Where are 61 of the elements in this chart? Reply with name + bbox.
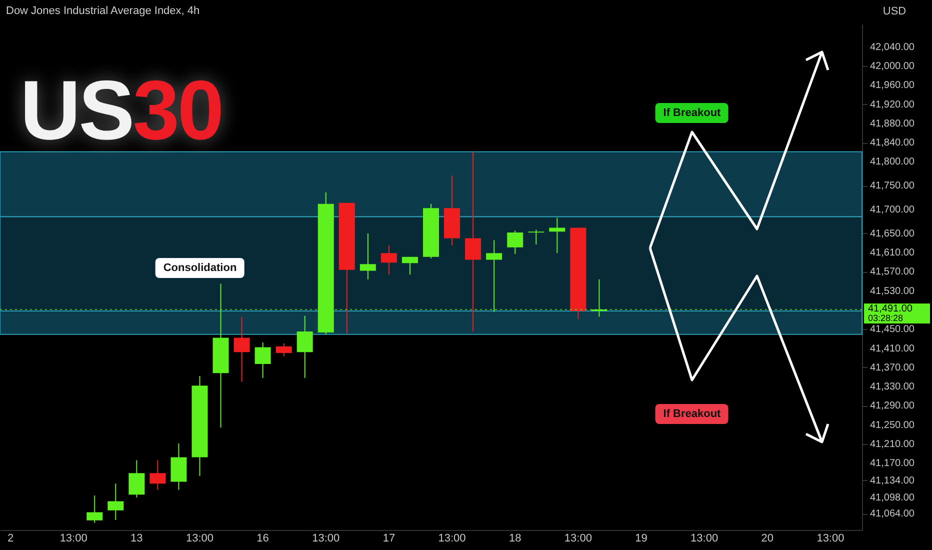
- x-tick-label: 13:00: [312, 532, 340, 544]
- candlestick: [465, 151, 482, 332]
- y-tick-label: 42,040.00: [870, 42, 915, 53]
- y-tick-label: 41,370.00: [870, 362, 915, 374]
- y-tick-label: 41,134.00: [870, 475, 915, 486]
- y-tick-label: 41,880.00: [870, 118, 915, 130]
- y-tick-label: 41,650.00: [870, 228, 915, 240]
- y-tick-label: 41,800.00: [870, 156, 915, 168]
- x-tick-label: 13:00: [438, 532, 466, 544]
- y-tick-label: 41,530.00: [870, 286, 915, 297]
- y-tick-label: 41,064.00: [870, 508, 915, 520]
- text: 03:28:28: [868, 312, 904, 323]
- y-tick-label: 41,840.00: [870, 138, 915, 149]
- x-tick-label: 17: [382, 532, 396, 544]
- x-tick-label: 18: [508, 532, 522, 544]
- y-tick-label: 42,000.00: [870, 61, 915, 72]
- annotation: If Breakout: [655, 404, 729, 424]
- y-tick-label: 41,960.00: [870, 80, 915, 92]
- x-tick-label: 13: [130, 532, 143, 544]
- annotation: Consolidation: [155, 258, 245, 278]
- annotation: US30: [20, 63, 222, 157]
- candlestick: [360, 232, 376, 280]
- x-tick-label: 2: [7, 532, 14, 544]
- candlestick: [86, 495, 103, 524]
- x-tick-label: 19: [635, 532, 648, 544]
- y-tick-label: 41,920.00: [870, 99, 915, 110]
- x-tick-label: 13:00: [60, 532, 88, 544]
- y-tick-label: 41,700.00: [870, 204, 915, 216]
- y-tick-label: 41,250.00: [870, 420, 915, 431]
- candlestick: [402, 256, 418, 276]
- y-tick-label: 41,450.00: [870, 324, 915, 336]
- x-tick-label: 16: [256, 532, 269, 544]
- x-tick-label: 20: [761, 532, 774, 544]
- candlestick: [528, 229, 544, 245]
- x-tick-label: 13:00: [186, 532, 214, 544]
- candlestick: [507, 230, 524, 255]
- x-tick-label: 13:00: [816, 532, 844, 544]
- ref-line-label: 41,491.00: [868, 304, 913, 315]
- y-tick-label: 41,750.00: [870, 180, 915, 192]
- y-axis-title: USD: [882, 6, 906, 18]
- x-tick-label: 13:00: [690, 532, 718, 544]
- candlestick: [254, 342, 271, 378]
- candlestick: [549, 217, 566, 254]
- y-tick-label: 41,290.00: [870, 400, 915, 412]
- chart-title: Dow Jones Industrial Average Index, 4h: [6, 5, 200, 17]
- candlestick: [150, 460, 166, 490]
- y-tick-label: 41,170.00: [870, 458, 915, 470]
- y-tick-label: 41,410.00: [870, 343, 915, 354]
- candlestick: [276, 342, 292, 357]
- y-tick-label: 41,570.00: [870, 266, 915, 278]
- y-tick-label: 41,330.00: [870, 382, 915, 393]
- candlestick: [380, 244, 397, 276]
- y-tick-label: 41,098.00: [870, 492, 915, 504]
- candlestick: [234, 316, 250, 382]
- x-tick-label: 13:00: [564, 532, 592, 544]
- y-tick-label: 41,210.00: [870, 438, 915, 450]
- candlestick: [296, 315, 313, 378]
- candlestick: [108, 483, 124, 520]
- candlestick: [128, 460, 145, 498]
- annotation: If Breakout: [655, 103, 729, 123]
- y-tick-label: 41,610.00: [870, 248, 915, 259]
